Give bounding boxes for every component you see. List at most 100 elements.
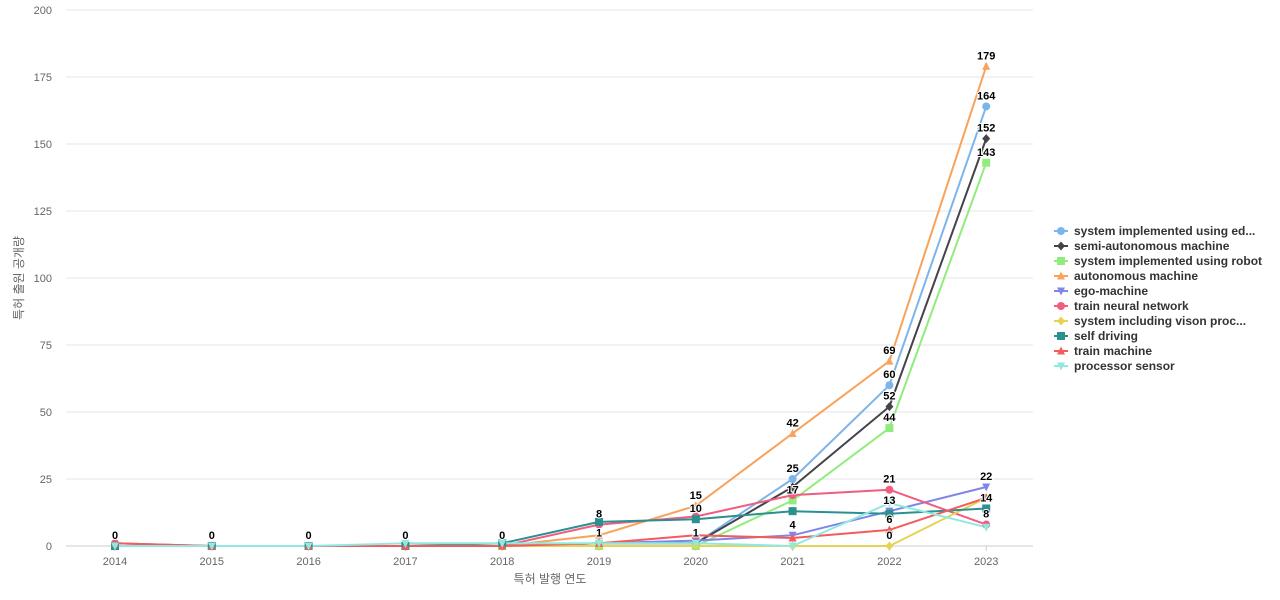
data-point bbox=[691, 515, 700, 524]
y-tick-label: 75 bbox=[40, 340, 52, 352]
data-label: 143 bbox=[977, 147, 995, 159]
data-point bbox=[595, 517, 603, 526]
legend-marker-icon bbox=[1057, 287, 1065, 296]
legend-label: processor sensor bbox=[1074, 359, 1175, 373]
data-point bbox=[982, 61, 991, 70]
data-point bbox=[691, 530, 700, 539]
legend-item[interactable]: ego-machine bbox=[1054, 284, 1148, 298]
data-label: 179 bbox=[977, 50, 995, 62]
y-tick-label: 150 bbox=[34, 139, 52, 151]
data-label: 25 bbox=[786, 463, 798, 475]
data-point bbox=[788, 507, 797, 516]
series-line bbox=[114, 137, 988, 547]
data-point bbox=[885, 499, 894, 508]
data-point bbox=[885, 424, 894, 433]
series-line bbox=[114, 161, 988, 547]
data-point bbox=[401, 539, 410, 548]
data-point bbox=[498, 539, 507, 548]
legend-marker-icon bbox=[1057, 302, 1065, 310]
x-tick-label: 2022 bbox=[877, 556, 901, 568]
legend-item[interactable]: processor sensor bbox=[1054, 359, 1175, 373]
series-line bbox=[114, 496, 988, 547]
data-label: 0 bbox=[402, 530, 408, 542]
series-line bbox=[114, 496, 988, 547]
data-point bbox=[885, 381, 894, 390]
data-label: 0 bbox=[306, 530, 312, 542]
data-point bbox=[304, 542, 313, 551]
y-tick-label: 125 bbox=[34, 206, 52, 218]
data-point bbox=[788, 542, 797, 551]
legend-marker-icon bbox=[1057, 241, 1065, 251]
data-labels: 0 0 0 0 081151014225174696052442113601791641… bbox=[111, 49, 997, 543]
data-point bbox=[788, 482, 797, 492]
data-label: 8 bbox=[983, 509, 989, 521]
data-point bbox=[788, 496, 797, 505]
x-tick-label: 2016 bbox=[296, 556, 320, 568]
legend-item[interactable]: semi-autonomous machine bbox=[1054, 239, 1230, 253]
x-tick-label: 2015 bbox=[200, 556, 224, 568]
data-label: 44 bbox=[883, 412, 896, 424]
data-point bbox=[982, 504, 991, 513]
legend-label: system implemented using robot bbox=[1074, 254, 1262, 268]
grid-lines bbox=[66, 9, 1033, 480]
legend-label: system implemented using ed... bbox=[1074, 224, 1255, 238]
x-tick-label: 2019 bbox=[587, 556, 611, 568]
data-point bbox=[885, 509, 894, 518]
legend-item[interactable]: system implemented using robot bbox=[1054, 254, 1262, 268]
legend-item[interactable]: system including vison proc... bbox=[1054, 314, 1246, 328]
x-tick-label: 2018 bbox=[490, 556, 514, 568]
legend-item[interactable]: train neural network bbox=[1054, 299, 1189, 313]
legend-label: self driving bbox=[1074, 329, 1138, 343]
data-point bbox=[788, 491, 797, 500]
data-point bbox=[982, 523, 991, 532]
y-tick-label: 25 bbox=[40, 474, 52, 486]
data-point bbox=[111, 542, 119, 551]
legend[interactable]: system implemented using ed...semi-auton… bbox=[1054, 224, 1262, 373]
legend-item[interactable]: autonomous machine bbox=[1054, 269, 1198, 283]
legend-marker-icon bbox=[1057, 227, 1065, 235]
x-tick-label: 2017 bbox=[393, 556, 417, 568]
y-tick-label: 50 bbox=[40, 407, 52, 419]
legend-label: system including vison proc... bbox=[1074, 314, 1246, 328]
x-tick-label: 2021 bbox=[780, 556, 804, 568]
y-tick-label: 0 bbox=[46, 541, 52, 553]
data-label: 60 bbox=[883, 369, 895, 381]
series-line bbox=[114, 486, 988, 547]
data-label: 17 bbox=[786, 484, 798, 496]
data-label: 0 bbox=[112, 530, 118, 542]
data-point bbox=[691, 539, 700, 548]
data-label: 52 bbox=[883, 391, 895, 403]
legend-item[interactable]: train machine bbox=[1054, 344, 1152, 358]
legend-marker-icon bbox=[1057, 332, 1065, 340]
series-lines bbox=[114, 65, 988, 547]
data-label: 1 bbox=[596, 527, 602, 539]
data-label: 10 bbox=[690, 503, 702, 515]
y-axis-title: 특허 출원 공개량 bbox=[12, 236, 26, 320]
series-line bbox=[114, 105, 988, 547]
x-tick-label: 2020 bbox=[684, 556, 708, 568]
data-point bbox=[982, 134, 991, 144]
data-label: 69 bbox=[883, 345, 895, 357]
data-point bbox=[982, 102, 991, 111]
data-label: 22 bbox=[980, 471, 992, 483]
data-label: 164 bbox=[977, 90, 996, 102]
data-point bbox=[595, 539, 603, 548]
data-point bbox=[788, 475, 797, 483]
data-label: 6 bbox=[886, 514, 892, 526]
data-point bbox=[885, 402, 894, 412]
legend-label: train neural network bbox=[1074, 299, 1189, 313]
legend-marker-icon bbox=[1057, 257, 1065, 265]
legend-marker-icon bbox=[1057, 271, 1065, 280]
legend-item[interactable]: self driving bbox=[1054, 329, 1138, 343]
legend-label: train machine bbox=[1074, 344, 1152, 358]
legend-marker-icon bbox=[1057, 346, 1065, 355]
legend-label: autonomous machine bbox=[1074, 269, 1198, 283]
data-label: 42 bbox=[786, 417, 798, 429]
y-tick-label: 175 bbox=[34, 72, 52, 84]
data-label: 0 bbox=[499, 530, 505, 542]
series-line bbox=[114, 502, 988, 547]
legend-item[interactable]: system implemented using ed... bbox=[1054, 224, 1255, 238]
x-tick-label: 2023 bbox=[974, 556, 998, 568]
x-tick-label: 2014 bbox=[103, 556, 127, 568]
